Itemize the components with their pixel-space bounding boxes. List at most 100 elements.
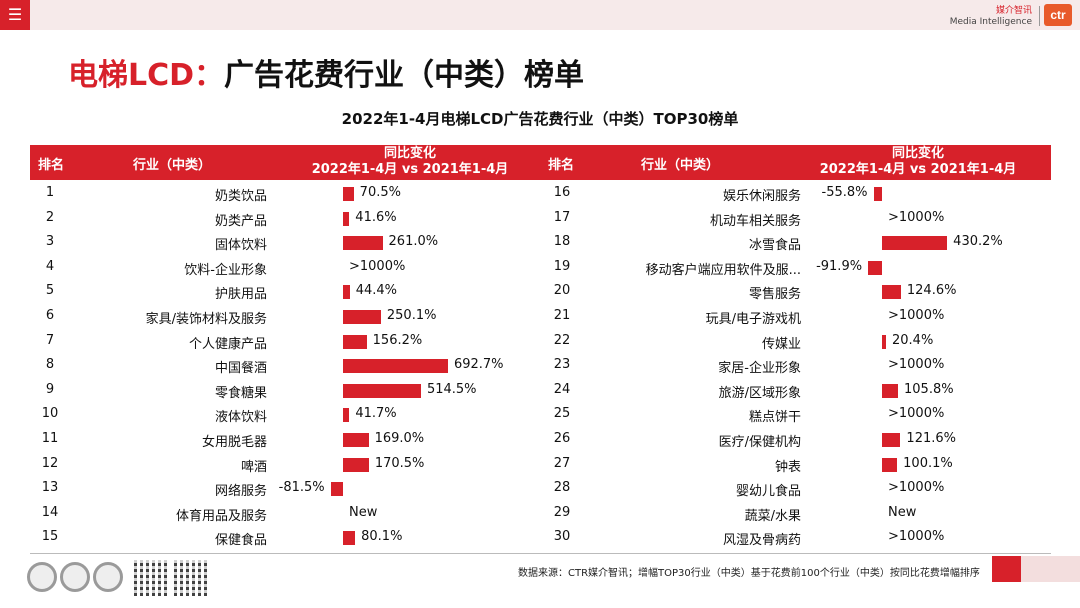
rank-cell: 25 — [553, 406, 571, 422]
industry-cell: 网络服务 — [214, 484, 267, 500]
industry-cell: 蔬菜/水果 — [744, 508, 801, 524]
rank-cell: 5 — [45, 283, 55, 299]
header-industry-left: 行业（中类） — [133, 158, 212, 173]
change-bar — [343, 432, 369, 447]
rank-cell: 10 — [41, 406, 59, 422]
rank-cell: 9 — [45, 381, 55, 397]
industry-cell: 零食糖果 — [214, 385, 267, 401]
rank-cell: 3 — [45, 234, 55, 250]
rank-cell: 13 — [41, 480, 59, 496]
table-row: 6 家具/装饰材料及服务 250.1% 21 玩具/电子游戏机 >1000% — [30, 304, 1051, 329]
rank-cell: 15 — [41, 529, 59, 545]
change-value-label: 250.1% — [386, 307, 437, 323]
header-rank-left: 排名 — [38, 158, 65, 173]
table-row: 2 奶类产品 41.6% 17 机动车相关服务 >1000% — [30, 206, 1051, 231]
industry-cell: 饮料-企业形象 — [184, 262, 267, 278]
rank-cell: 18 — [553, 234, 571, 250]
change-value-label: New — [888, 504, 917, 520]
change-bar — [343, 236, 383, 251]
change-value-label: 41.7% — [355, 406, 397, 422]
change-bar — [343, 457, 369, 472]
table-subtitle: 2022年1-4月电梯LCD广告花费行业（中类）TOP30榜单 — [341, 110, 739, 128]
change-value-label: 156.2% — [372, 332, 423, 348]
industry-cell: 传媒业 — [761, 336, 801, 352]
industry-cell: 婴幼儿食品 — [735, 484, 801, 500]
industry-cell: 娱乐休闲服务 — [722, 189, 801, 204]
brand-divider — [1039, 6, 1040, 26]
top-bar: ☰ 媒介智讯 Media Intelligence ctr — [0, 0, 1080, 30]
table-row: 5 护肤用品 44.4% 20 零售服务 124.6% — [30, 279, 1051, 304]
rank-cell: 29 — [553, 504, 571, 520]
change-value-label: 169.0% — [374, 430, 425, 446]
footer-accent-pink — [1021, 556, 1080, 582]
industry-cell: 固体饮料 — [214, 238, 267, 254]
table-row: 12 啤酒 170.5% 27 钟表 100.1% — [30, 452, 1051, 477]
industry-cell: 钟表 — [774, 459, 801, 475]
page-title-accent: 电梯LCD： — [68, 58, 225, 93]
industry-cell: 糕点饼干 — [748, 410, 801, 426]
change-bar — [343, 187, 354, 201]
rank-cell: 17 — [553, 209, 571, 225]
table-row: 8 中国餐酒 692.7% 23 家居-企业形象 >1000% — [30, 353, 1051, 378]
rank-cell: 12 — [41, 455, 59, 471]
change-value-label: 41.6% — [355, 209, 397, 225]
change-bar — [873, 187, 882, 201]
table-bottom-rule — [30, 553, 1051, 554]
industry-cell: 女用脱毛器 — [201, 434, 267, 450]
rank-cell: 24 — [553, 381, 571, 397]
change-bar — [330, 482, 343, 497]
change-value-label: >1000% — [888, 529, 945, 545]
header-change-left-l1: 同比变化 — [383, 146, 436, 161]
header-change-right-l2: 2022年1-4月 vs 2021年1-4月 — [819, 162, 1017, 177]
change-value-label: -81.5% — [278, 480, 325, 496]
header-rank-right: 排名 — [548, 158, 575, 173]
change-value-label: 80.1% — [361, 529, 403, 545]
change-bar — [882, 285, 901, 300]
change-value-label: >1000% — [888, 307, 945, 323]
change-value-label: 121.6% — [906, 430, 956, 446]
industry-cell: 风湿及骨病药 — [722, 533, 801, 549]
header-industry-right: 行业（中类） — [641, 158, 720, 173]
brand-cn: 媒介智讯 — [995, 6, 1032, 16]
industry-cell: 啤酒 — [240, 459, 267, 475]
change-value-label: 124.6% — [906, 283, 957, 299]
table-row: 9 零食糖果 514.5% 24 旅游/区域形象 105.8% — [30, 378, 1051, 403]
table-row: 10 液体饮料 41.7% 25 糕点饼干 >1000% — [30, 402, 1051, 427]
table-row: 13 网络服务 -81.5% 28 婴幼儿食品 >1000% — [30, 476, 1051, 501]
industry-cell: 奶类饮品 — [214, 189, 267, 204]
change-value-label: >1000% — [349, 258, 406, 274]
change-value-label: >1000% — [888, 357, 945, 373]
change-value-label: New — [349, 504, 378, 520]
industry-cell: 冰雪食品 — [748, 238, 801, 254]
change-value-label: 261.0% — [388, 234, 439, 250]
change-bar — [882, 457, 898, 472]
rank-cell: 19 — [553, 258, 571, 274]
industry-cell: 零售服务 — [748, 287, 801, 303]
industry-cell: 护肤用品 — [214, 287, 267, 303]
change-bar — [343, 334, 367, 349]
qr-code-icon — [174, 560, 210, 596]
change-value-label: 100.1% — [903, 455, 953, 471]
rank-cell: 23 — [553, 357, 571, 373]
change-value-label: 692.7% — [453, 357, 504, 373]
change-value-label: -55.8% — [821, 185, 868, 200]
change-bar — [343, 211, 350, 226]
rank-cell: 8 — [45, 357, 55, 373]
footer: 数据来源：CTR媒介智讯；增幅TOP30行业（中类）基于花费前100个行业（中类… — [0, 556, 1080, 608]
table-row: 14 体育用品及服务 New 29 蔬菜/水果 New — [30, 501, 1051, 526]
industry-cell: 个人健康产品 — [188, 336, 267, 352]
change-value-label: 44.4% — [355, 283, 398, 299]
sgs-certification-seal-icon — [93, 562, 123, 592]
header-change-left: 同比变化 2022年1-4月 vs 2021年1-4月 — [310, 146, 510, 178]
change-bar — [343, 383, 421, 398]
change-bar — [343, 359, 448, 374]
industry-cell: 中国餐酒 — [214, 361, 267, 377]
page-title: 电梯LCD：广告花费行业（中类）榜单 — [68, 50, 584, 94]
hamburger-icon[interactable]: ☰ — [0, 0, 30, 30]
industry-cell: 机动车相关服务 — [709, 213, 801, 229]
rank-cell: 4 — [45, 258, 55, 274]
data-source-note: 数据来源：CTR媒介智讯；增幅TOP30行业（中类）基于花费前100个行业（中类… — [518, 568, 980, 579]
change-bar — [343, 285, 350, 300]
change-value-label: 105.8% — [904, 381, 954, 397]
rank-cell: 1 — [45, 185, 55, 200]
